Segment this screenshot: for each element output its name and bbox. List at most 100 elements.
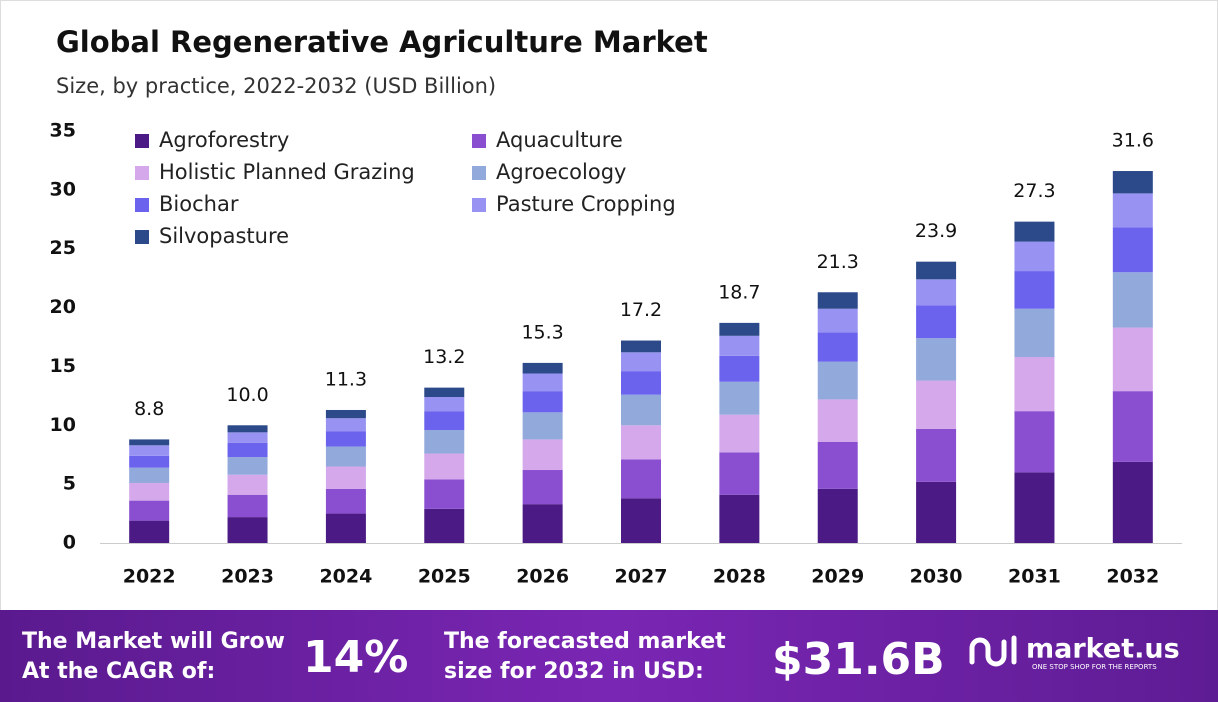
bar-segment — [325, 513, 366, 543]
bar-segment — [817, 332, 858, 362]
chart-subtitle: Size, by practice, 2022-2032 (USD Billio… — [56, 74, 496, 98]
bar-segment — [227, 457, 268, 475]
y-tick-label: 30 — [50, 178, 76, 200]
bar-segment — [325, 488, 366, 514]
legend-label: Biochar — [159, 192, 239, 216]
bar-segment — [1112, 327, 1153, 392]
y-tick-label: 35 — [50, 120, 76, 142]
bar-segment — [1014, 308, 1055, 358]
total-label: 13.2 — [423, 346, 465, 368]
bar-segment — [325, 466, 366, 489]
bar-segment — [916, 279, 957, 306]
footer-value: 14% — [303, 632, 408, 683]
chart-title: Global Regenerative Agriculture Market — [56, 25, 708, 59]
bar-segment — [1112, 461, 1153, 543]
bar-segment — [621, 498, 661, 543]
x-tick-label: 2029 — [811, 566, 864, 588]
brand-tagline: ONE STOP SHOP FOR THE REPORTS — [1032, 663, 1157, 671]
bar-segment — [522, 391, 563, 413]
bar-segment — [719, 322, 760, 336]
x-tick-label: 2022 — [123, 566, 176, 588]
legend-swatch — [135, 166, 149, 180]
legend-label: Holistic Planned Grazing — [159, 160, 415, 184]
x-tick-label: 2026 — [516, 566, 569, 588]
bar-segment — [424, 397, 465, 412]
total-label: 21.3 — [817, 251, 859, 273]
y-tick-label: 20 — [50, 296, 76, 318]
y-tick-label: 15 — [50, 355, 76, 377]
bar-segment — [129, 482, 170, 501]
legend-swatch — [472, 166, 486, 180]
brand-logo — [969, 635, 1017, 667]
bar-segment — [621, 371, 661, 395]
bar-segment — [719, 335, 760, 356]
legend-label: Silvopasture — [159, 224, 289, 248]
bar-segment — [522, 362, 563, 374]
bar-segment — [621, 459, 661, 499]
bar-segment — [129, 500, 170, 521]
y-tick-label: 5 — [63, 473, 76, 495]
bar-segment — [227, 517, 268, 543]
total-label: 18.7 — [718, 281, 760, 303]
x-tick-label: 2024 — [319, 566, 372, 588]
bar-segment — [916, 305, 957, 339]
brand-name: market.us — [1026, 634, 1180, 665]
bar-segment — [916, 338, 957, 381]
footer-text: At the CAGR of: — [22, 659, 215, 684]
legend-swatch — [135, 230, 149, 244]
x-tick-label: 2027 — [615, 566, 668, 588]
bar-segment — [916, 380, 957, 429]
x-tick-label: 2025 — [418, 566, 471, 588]
bar-segment — [621, 425, 661, 460]
bar-segment — [817, 292, 858, 309]
footer-text: The Market will Grow — [22, 629, 285, 654]
bar-segment — [424, 508, 465, 543]
legend-swatch — [472, 134, 486, 148]
bar-segment — [227, 425, 268, 433]
bar-segment — [916, 428, 957, 482]
bar-segment — [916, 261, 957, 280]
total-label: 11.3 — [325, 368, 367, 390]
bar-segment — [325, 409, 366, 419]
bar-segment — [719, 414, 760, 453]
y-tick-label: 0 — [63, 532, 76, 554]
y-tick-label: 25 — [50, 237, 76, 259]
bar-segment — [621, 352, 661, 372]
total-label: 27.3 — [1013, 180, 1055, 202]
bar-segment — [1014, 411, 1055, 473]
y-tick-label: 10 — [50, 414, 76, 436]
bar-segment — [1112, 227, 1153, 273]
footer-text: size for 2032 in USD: — [444, 659, 704, 684]
legend-swatch — [135, 198, 149, 212]
x-tick-label: 2030 — [910, 566, 963, 588]
bar-segment — [227, 432, 268, 443]
legend-swatch — [135, 134, 149, 148]
bar-segment — [227, 442, 268, 458]
legend-label: Pasture Cropping — [496, 192, 676, 216]
total-label: 8.8 — [134, 398, 164, 420]
bar-segment — [227, 474, 268, 495]
total-label: 17.2 — [620, 299, 662, 321]
total-label: 10.0 — [226, 384, 268, 406]
bar-segment — [424, 479, 465, 509]
bar-segment — [1014, 271, 1055, 309]
bar-segment — [522, 439, 563, 471]
total-label: 15.3 — [521, 321, 563, 343]
legend-label: Aquaculture — [496, 128, 623, 152]
bar-segment — [719, 381, 760, 415]
bar-segment — [129, 455, 170, 468]
bar-segment — [424, 429, 465, 454]
bar-segment — [1112, 272, 1153, 328]
total-label: 31.6 — [1112, 130, 1154, 152]
bar-segment — [621, 394, 661, 426]
bar-segment — [325, 431, 366, 447]
total-label: 23.9 — [915, 220, 957, 242]
bar-segment — [1014, 357, 1055, 412]
bar-segment — [129, 445, 170, 456]
bar-segment — [522, 470, 563, 505]
bar-segment — [817, 488, 858, 543]
bar-segment — [719, 452, 760, 495]
bar-segment — [719, 355, 760, 382]
bar-segment — [817, 361, 858, 400]
